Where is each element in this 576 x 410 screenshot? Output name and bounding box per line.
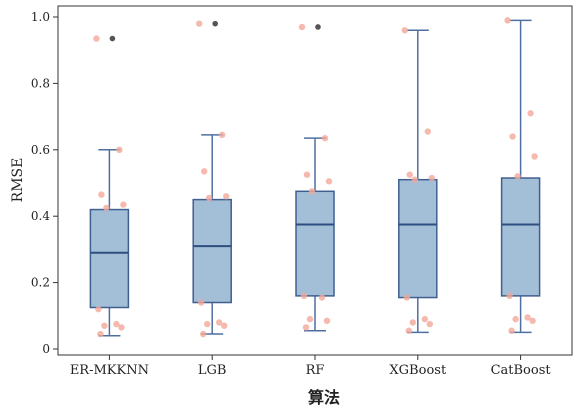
data-point [428,174,435,182]
data-point [426,320,433,328]
box-series [89,19,541,337]
data-point [514,173,521,180]
data-point [411,176,418,183]
box [500,177,541,297]
y-tick-label: 1.0 [31,10,50,24]
data-point [219,131,226,139]
x-axis-label: 算法 [308,388,340,407]
data-point [198,299,205,306]
scatter-points [93,17,538,338]
data-point [200,330,207,338]
data-point [223,193,230,200]
data-point [506,292,513,300]
data-point [323,317,331,324]
box [89,208,130,309]
data-point [524,314,531,321]
data-point [204,320,211,328]
data-point [325,178,333,185]
data-point [303,171,311,178]
data-point [318,294,326,301]
data-point [118,324,125,331]
x-tick-label: LGB [198,363,227,378]
data-point [401,27,408,34]
outlier-point [212,20,218,27]
x-tick-label: RF [306,363,325,378]
box [295,190,335,297]
data-point [302,324,310,331]
data-point [512,315,519,323]
y-tick-label: 0 [42,342,50,356]
outlier-point [315,24,321,30]
x-tick-label: ER-MKKNN [70,363,149,378]
x-tick-label: XGBoost [389,363,447,378]
y-tick-label: 0.4 [31,209,50,223]
data-point [306,315,314,323]
data-point [504,17,511,24]
data-point [527,110,534,117]
x-axis: ER-MKKNN LGB RF XGBoost CatBoost [70,355,552,378]
y-tick-label: 0.2 [31,276,50,290]
y-axis: 0 0.2 0.4 0.6 0.8 1.0 [31,10,58,356]
data-point [321,134,329,142]
data-point [509,133,516,140]
data-point [424,128,431,135]
data-point [120,201,127,208]
data-point [113,320,120,328]
data-point [298,23,306,31]
data-point [531,153,538,160]
data-point [221,322,228,329]
data-point [403,294,410,301]
data-point [201,168,208,175]
data-point [508,327,515,334]
box [192,198,232,304]
x-tick-label: CatBoost [491,363,552,378]
data-point [529,317,536,324]
data-point [93,35,100,42]
box [398,178,438,299]
data-point [116,146,123,153]
data-point [421,315,428,323]
outlier-point [109,35,116,42]
data-point [196,20,203,27]
data-point [98,191,105,198]
data-point [405,327,412,334]
data-point [97,330,104,338]
data-point [103,204,110,212]
data-point [406,171,413,178]
data-point [206,194,213,202]
data-point [101,322,108,329]
data-point [216,319,223,326]
y-tick-label: 0.6 [31,143,50,157]
data-point [409,319,416,326]
y-axis-label: RMSE [10,158,26,203]
y-tick-label: 0.8 [31,76,50,90]
data-point [308,188,316,195]
data-point [95,305,102,313]
data-point [300,292,308,300]
